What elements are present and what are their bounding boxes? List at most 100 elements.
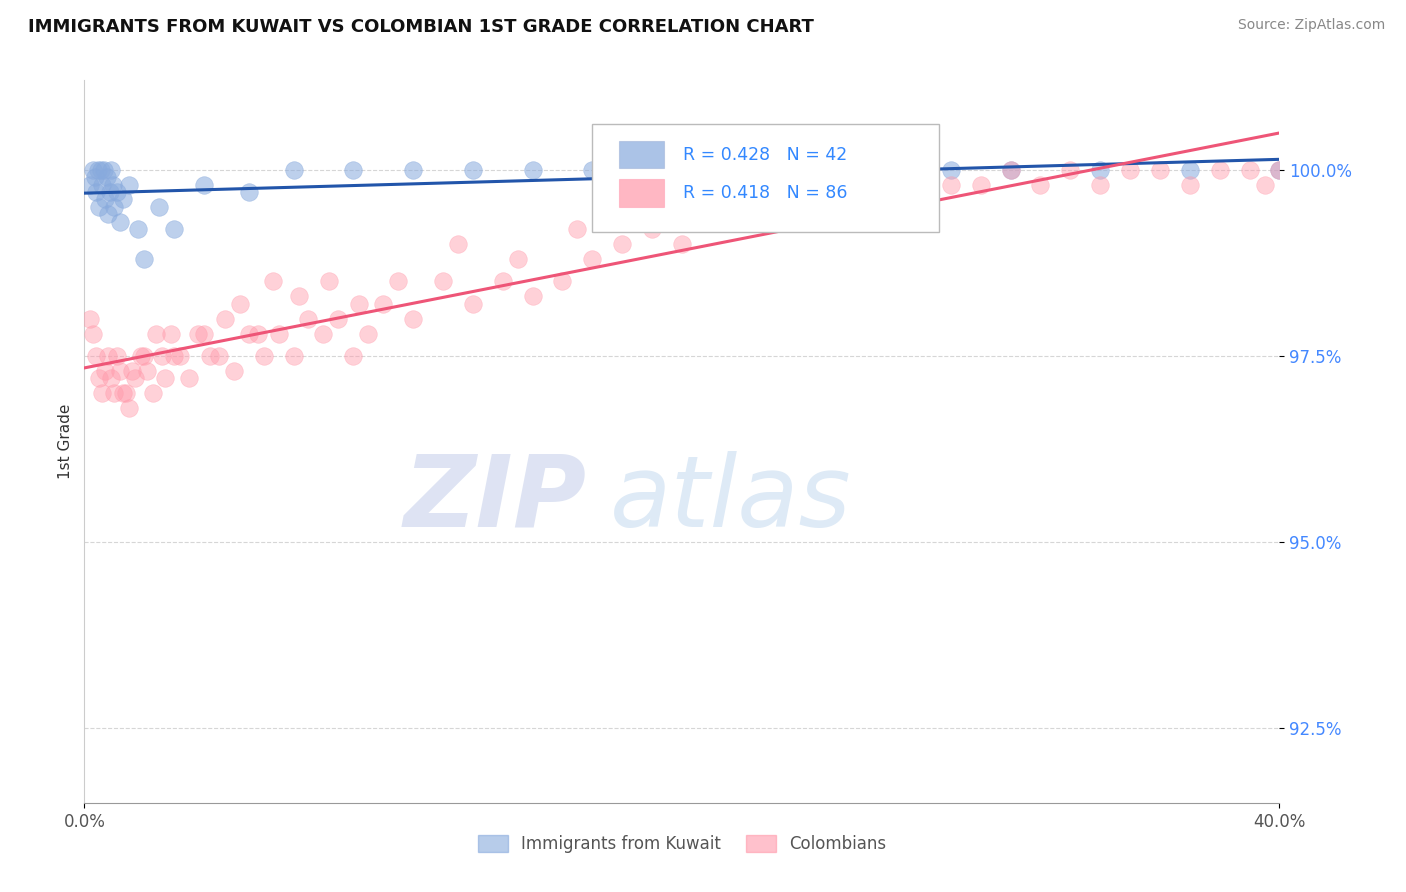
- Point: [581, 252, 603, 266]
- Point: [112, 386, 135, 401]
- Point: [492, 274, 515, 288]
- Point: [880, 162, 903, 177]
- Point: [132, 349, 156, 363]
- FancyBboxPatch shape: [592, 124, 939, 232]
- Point: [1268, 162, 1291, 177]
- Point: [105, 185, 128, 199]
- Point: [1000, 162, 1022, 177]
- FancyBboxPatch shape: [619, 141, 664, 169]
- Point: [312, 326, 335, 341]
- Point: [283, 162, 305, 177]
- Point: [641, 162, 664, 177]
- Point: [373, 297, 395, 311]
- Point: [82, 326, 104, 341]
- Point: [432, 274, 454, 288]
- Point: [121, 364, 143, 378]
- Point: [91, 178, 114, 192]
- Point: [939, 178, 962, 192]
- Point: [522, 162, 544, 177]
- Point: [1178, 178, 1201, 192]
- Text: R = 0.428   N = 42: R = 0.428 N = 42: [683, 145, 848, 164]
- Point: [522, 289, 544, 303]
- Point: [970, 178, 993, 192]
- Point: [112, 193, 135, 207]
- Text: ZIP: ZIP: [404, 450, 586, 548]
- Text: atlas: atlas: [610, 450, 852, 548]
- Point: [136, 364, 159, 378]
- Point: [342, 162, 364, 177]
- Point: [551, 274, 574, 288]
- Point: [318, 274, 340, 288]
- Point: [193, 326, 215, 341]
- Point: [939, 162, 962, 177]
- Point: [1090, 162, 1112, 177]
- Point: [150, 349, 173, 363]
- Point: [1090, 178, 1112, 192]
- Point: [297, 311, 319, 326]
- Point: [1029, 178, 1052, 192]
- Point: [716, 215, 738, 229]
- Point: [1119, 162, 1142, 177]
- Point: [89, 371, 111, 385]
- Point: [79, 311, 101, 326]
- Point: [1000, 162, 1022, 177]
- Point: [79, 178, 101, 192]
- Text: IMMIGRANTS FROM KUWAIT VS COLOMBIAN 1ST GRADE CORRELATION CHART: IMMIGRANTS FROM KUWAIT VS COLOMBIAN 1ST …: [28, 18, 814, 36]
- Point: [177, 371, 200, 385]
- Point: [97, 207, 120, 221]
- Point: [910, 200, 932, 214]
- Point: [163, 349, 186, 363]
- Point: [246, 326, 269, 341]
- Point: [187, 326, 209, 341]
- Point: [612, 237, 634, 252]
- Point: [461, 162, 484, 177]
- Point: [89, 200, 111, 214]
- Point: [820, 162, 842, 177]
- Point: [790, 200, 813, 214]
- Point: [222, 364, 245, 378]
- Point: [641, 222, 664, 236]
- Point: [626, 200, 648, 214]
- Point: [880, 178, 903, 192]
- Point: [97, 349, 120, 363]
- Point: [148, 200, 170, 214]
- Point: [506, 252, 529, 266]
- Point: [94, 364, 117, 378]
- Point: [118, 401, 141, 415]
- Point: [100, 162, 122, 177]
- Point: [1253, 178, 1275, 192]
- Point: [447, 237, 470, 252]
- Point: [90, 162, 112, 177]
- Point: [328, 311, 350, 326]
- Point: [761, 215, 783, 229]
- Point: [82, 162, 104, 177]
- Point: [267, 326, 290, 341]
- Legend: Immigrants from Kuwait, Colombians: Immigrants from Kuwait, Colombians: [471, 828, 893, 860]
- Point: [342, 349, 364, 363]
- Point: [1268, 162, 1291, 177]
- Point: [132, 252, 156, 266]
- Point: [87, 162, 110, 177]
- Point: [700, 215, 723, 229]
- Text: Source: ZipAtlas.com: Source: ZipAtlas.com: [1237, 18, 1385, 32]
- Point: [83, 170, 105, 185]
- Point: [229, 297, 252, 311]
- Point: [129, 349, 152, 363]
- Point: [105, 349, 128, 363]
- Point: [110, 215, 132, 229]
- Point: [461, 297, 484, 311]
- Point: [1209, 162, 1232, 177]
- Point: [193, 178, 215, 192]
- FancyBboxPatch shape: [619, 179, 664, 207]
- Point: [142, 386, 165, 401]
- Point: [110, 364, 132, 378]
- Point: [820, 200, 842, 214]
- Point: [145, 326, 167, 341]
- Point: [238, 185, 260, 199]
- Point: [402, 162, 425, 177]
- Point: [402, 311, 425, 326]
- Point: [153, 371, 176, 385]
- Point: [357, 326, 380, 341]
- Point: [1178, 162, 1201, 177]
- Point: [96, 170, 118, 185]
